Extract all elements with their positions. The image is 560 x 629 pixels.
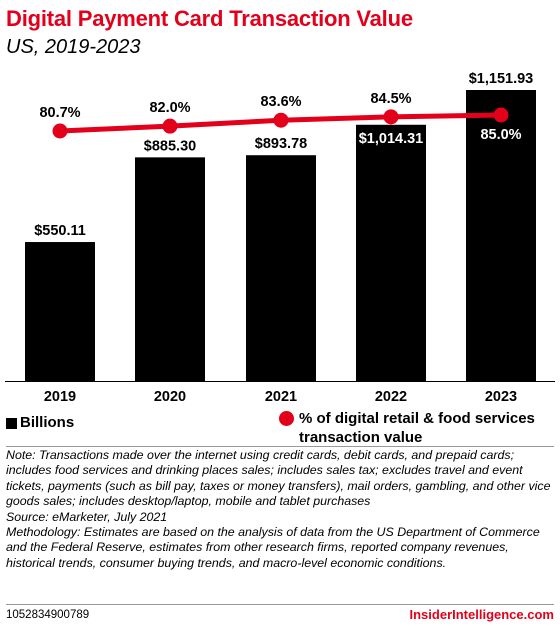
- x-tick-label: 2020: [154, 389, 186, 405]
- bar-value-label: $1,151.93: [469, 71, 534, 87]
- bar-value-label: $893.78: [255, 136, 307, 152]
- line-point-2020: [162, 118, 178, 134]
- line-value-label: 83.6%: [260, 94, 301, 110]
- line-value-label: 85.0%: [480, 127, 521, 143]
- chart-subtitle: US, 2019-2023: [6, 36, 141, 58]
- chart-plot: $550.11 $885.30 $893.78 $1,014.31 $1,151.93 2…: [5, 71, 555, 405]
- bar-value-label: $1,014.31: [359, 131, 424, 147]
- bar-2021: [246, 155, 316, 381]
- line-value-label: 84.5%: [370, 91, 411, 107]
- line-point-2022: [383, 109, 399, 125]
- brand-link[interactable]: InsiderIntelligence.com: [409, 607, 555, 622]
- methodology-text: Methodology: Estimates are based on the …: [6, 525, 540, 570]
- line-point-2019: [52, 123, 68, 139]
- notes-block: Note: Transactions made over the interne…: [6, 448, 551, 571]
- chart-id: 1052834900789: [6, 609, 90, 621]
- bar-value-label: $885.30: [144, 138, 196, 154]
- source-text: Source: eMarketer, July 2021: [6, 509, 168, 524]
- x-tick-label: 2021: [265, 389, 297, 405]
- bar-2023: [466, 90, 536, 381]
- legend-bar-label: Billions: [20, 414, 75, 431]
- x-tick-label: 2023: [485, 389, 517, 405]
- legend-line-swatch: [279, 411, 294, 426]
- line-point-2023: [493, 107, 509, 123]
- note-text: Note: Transactions made over the interne…: [6, 448, 551, 509]
- chart-title: Digital Payment Card Transaction Value: [6, 6, 413, 31]
- line-point-2021: [273, 112, 289, 128]
- line-value-label: 80.7%: [39, 105, 80, 121]
- notes-divider: [6, 446, 554, 447]
- bar-2020: [135, 157, 205, 381]
- legend-line-label: % of digital retail & food services tran…: [299, 410, 535, 446]
- legend-bar-swatch: [6, 418, 17, 429]
- footer-divider: [6, 604, 554, 605]
- line-value-label: 82.0%: [149, 100, 190, 116]
- bar-2022: [356, 124, 426, 381]
- bar-2019: [25, 242, 95, 381]
- x-tick-label: 2019: [44, 389, 76, 405]
- bar-value-label: $550.11: [34, 223, 86, 239]
- x-tick-label: 2022: [375, 389, 407, 405]
